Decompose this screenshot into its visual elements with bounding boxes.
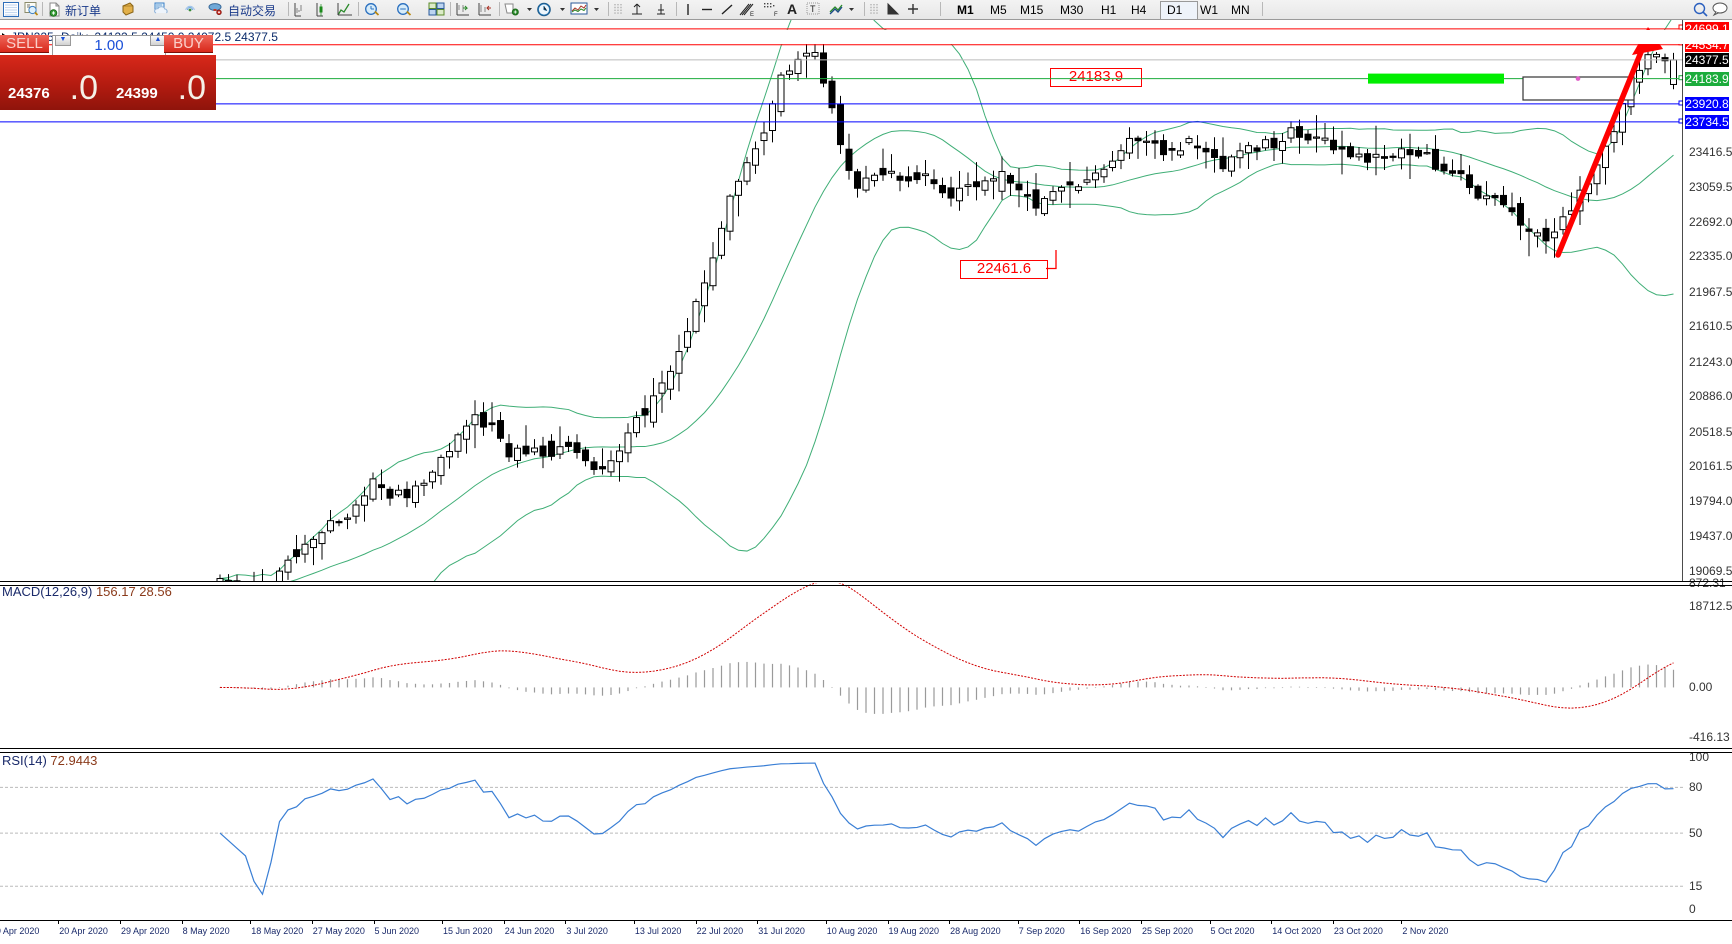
svg-text:T: T — [810, 4, 816, 14]
svg-text:E: E — [750, 12, 754, 17]
svg-text:F: F — [774, 12, 778, 17]
